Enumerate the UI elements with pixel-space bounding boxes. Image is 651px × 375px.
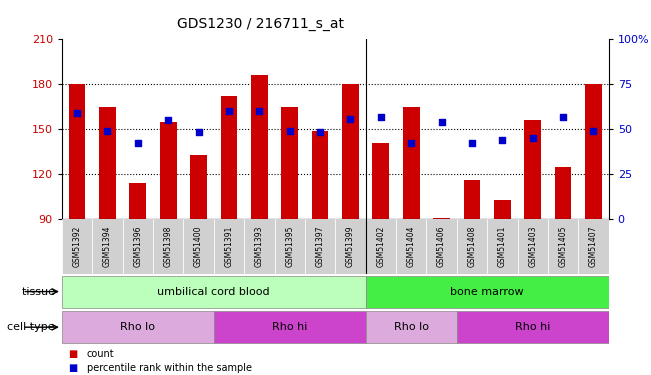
Bar: [305, 219, 335, 274]
Bar: [464, 180, 480, 219]
Text: GSM51405: GSM51405: [559, 226, 568, 267]
Bar: [159, 122, 176, 219]
Text: tissue: tissue: [22, 286, 59, 297]
Text: GSM51392: GSM51392: [72, 226, 81, 267]
Bar: [548, 219, 578, 274]
Bar: [92, 219, 122, 274]
Point: [254, 108, 264, 114]
Text: GSM51396: GSM51396: [133, 226, 143, 267]
Bar: [244, 219, 275, 274]
Text: GSM51399: GSM51399: [346, 226, 355, 267]
Point: [193, 129, 204, 135]
Text: GSM51403: GSM51403: [528, 226, 537, 267]
Point: [376, 114, 386, 120]
Bar: [372, 143, 389, 219]
Bar: [221, 96, 237, 219]
Text: GSM51402: GSM51402: [376, 226, 385, 267]
Bar: [457, 311, 609, 343]
Point: [589, 128, 599, 134]
Bar: [494, 200, 510, 219]
Bar: [457, 219, 487, 274]
Point: [315, 129, 326, 135]
Bar: [62, 219, 92, 274]
Bar: [251, 75, 268, 219]
Bar: [585, 84, 602, 219]
Point: [102, 128, 113, 134]
Text: percentile rank within the sample: percentile rank within the sample: [87, 363, 251, 373]
Text: bone marrow: bone marrow: [450, 286, 524, 297]
Text: Rho hi: Rho hi: [515, 322, 551, 332]
Bar: [275, 219, 305, 274]
Bar: [403, 107, 419, 219]
Point: [406, 140, 417, 146]
Bar: [62, 311, 214, 343]
Bar: [312, 131, 329, 219]
Point: [133, 140, 143, 146]
Text: GSM51408: GSM51408: [467, 226, 477, 267]
Point: [284, 128, 295, 134]
Text: GSM51400: GSM51400: [194, 226, 203, 267]
Point: [527, 135, 538, 141]
Bar: [555, 167, 572, 219]
Text: GSM51398: GSM51398: [163, 226, 173, 267]
Text: GSM51397: GSM51397: [316, 226, 325, 267]
Text: GSM51395: GSM51395: [285, 226, 294, 267]
Bar: [366, 219, 396, 274]
Bar: [518, 219, 548, 274]
Point: [345, 116, 355, 122]
Text: umbilical cord blood: umbilical cord blood: [158, 286, 270, 297]
Bar: [366, 276, 609, 308]
Bar: [281, 107, 298, 219]
Text: Rho lo: Rho lo: [394, 322, 429, 332]
Text: GSM51393: GSM51393: [255, 226, 264, 267]
Bar: [99, 107, 116, 219]
Text: GSM51407: GSM51407: [589, 226, 598, 267]
Bar: [342, 84, 359, 219]
Text: ■: ■: [68, 350, 77, 359]
Text: count: count: [87, 350, 114, 359]
Bar: [69, 84, 85, 219]
Text: GSM51406: GSM51406: [437, 226, 446, 267]
Point: [163, 117, 173, 123]
Text: GSM51394: GSM51394: [103, 226, 112, 267]
Text: GSM51404: GSM51404: [407, 226, 416, 267]
Bar: [214, 219, 244, 274]
Point: [224, 108, 234, 114]
Text: ■: ■: [68, 363, 77, 373]
Bar: [487, 219, 518, 274]
Bar: [396, 219, 426, 274]
Bar: [122, 219, 153, 274]
Text: Rho lo: Rho lo: [120, 322, 156, 332]
Bar: [366, 311, 457, 343]
Bar: [190, 155, 207, 219]
Point: [497, 137, 508, 143]
Bar: [184, 219, 214, 274]
Text: cell type: cell type: [7, 322, 59, 332]
Bar: [214, 311, 366, 343]
Point: [436, 119, 447, 125]
Text: Rho hi: Rho hi: [272, 322, 307, 332]
Bar: [426, 219, 457, 274]
Bar: [335, 219, 366, 274]
Bar: [130, 183, 146, 219]
Bar: [434, 218, 450, 219]
Bar: [525, 120, 541, 219]
Bar: [62, 276, 366, 308]
Bar: [578, 219, 609, 274]
Bar: [153, 219, 184, 274]
Point: [72, 110, 82, 116]
Point: [558, 114, 568, 120]
Text: GSM51391: GSM51391: [225, 226, 234, 267]
Text: GDS1230 / 216711_s_at: GDS1230 / 216711_s_at: [177, 17, 344, 31]
Text: GSM51401: GSM51401: [498, 226, 507, 267]
Point: [467, 140, 477, 146]
